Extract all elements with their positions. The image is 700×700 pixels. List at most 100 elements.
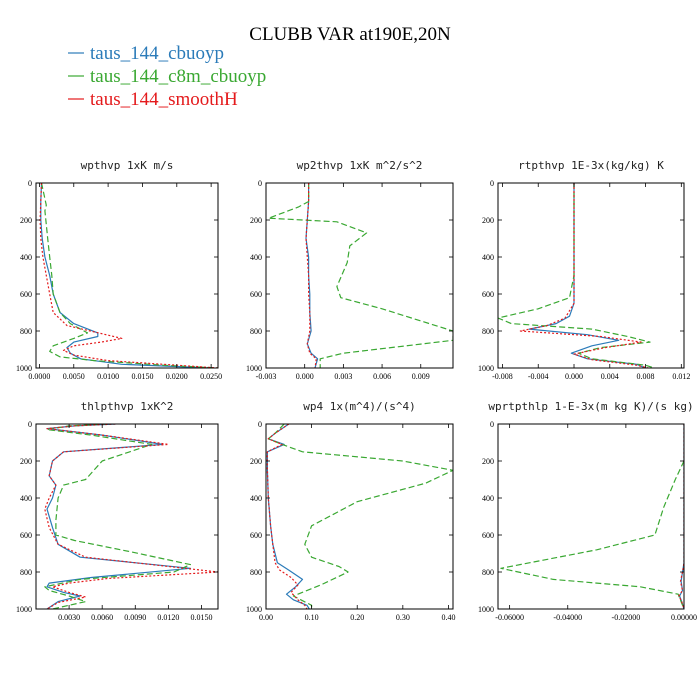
y-tick-label: 400: [250, 253, 262, 262]
y-tick-label: 400: [482, 494, 494, 503]
x-tick-label: 0.000: [296, 372, 314, 381]
x-tick-label: 0.004: [601, 372, 619, 381]
panel-title: wprtpthlp 1-E-3x(m kg K)/(s kg): [488, 400, 693, 413]
y-tick-label: 600: [20, 531, 32, 540]
panel-title: wp4 1x(m^4)/(s^4): [303, 400, 416, 413]
x-tick-label: 0.0200: [166, 372, 188, 381]
x-tick-label: 0.012: [672, 372, 690, 381]
panel-6: wprtpthlp 1-E-3x(m kg K)/(s kg) -0.06000 -…: [478, 400, 697, 622]
x-tick-label: 0.009: [412, 372, 430, 381]
series-line-2: [40, 183, 218, 368]
x-tick-label: -0.06000: [495, 613, 524, 622]
series-line-1: [46, 424, 191, 609]
y-tick-label: 0: [28, 179, 32, 188]
x-tick-label: -0.004: [528, 372, 549, 381]
y-tick-label: 0: [258, 179, 262, 188]
series-group: [498, 183, 655, 368]
legend-item-1: taus_144_cbuoyp: [68, 43, 224, 64]
series-line-3: [305, 183, 317, 368]
x-tick-label: 0.0150: [190, 613, 212, 622]
series-line-3: [519, 183, 649, 368]
panel-title: wp2thvp 1xK m^2/s^2: [297, 159, 423, 172]
series-line-3: [678, 424, 684, 609]
y-tick-label: 600: [20, 290, 32, 299]
y-tick-label: 0: [28, 420, 32, 429]
series-line-2: [498, 183, 655, 368]
x-tick-label: 0.0100: [97, 372, 119, 381]
x-tick-label: -0.008: [492, 372, 513, 381]
y-tick-label: 1000: [16, 605, 32, 614]
y-tick-label: 0: [490, 179, 494, 188]
x-tick-label: -0.003: [256, 372, 277, 381]
series-line-2: [500, 460, 684, 609]
series-line-2: [44, 424, 191, 609]
panel-5: wp4 1x(m^4)/(s^4) 0.00 0.10 0.20 0.30 0.40 0 20…: [246, 400, 455, 622]
x-tick-label: 0.0090: [124, 613, 146, 622]
y-tick-label: 600: [482, 531, 494, 540]
y-tick-label: 800: [482, 568, 494, 577]
y-tick-label: 1000: [478, 605, 494, 614]
y-tick-label: 200: [482, 457, 494, 466]
y-tick-label: 600: [250, 531, 262, 540]
panel-3: rtpthvp 1E-3x(kg/kg) K -0.008 -0.004 0.000 0…: [478, 159, 690, 381]
y-tick-label: 1000: [478, 364, 494, 373]
plot-frame: [35, 182, 219, 369]
panel-4: thlpthvp 1xK^2 0.0030 0.0060 0.0090 0.0120 0.…: [16, 400, 219, 622]
y-tick-label: 400: [20, 494, 32, 503]
legend-item-3: taus_144_smoothH: [68, 89, 238, 110]
x-tick-label: 0.40: [441, 613, 455, 622]
plot-frame: [35, 423, 219, 610]
panel-title: wpthvp 1xK m/s: [81, 159, 174, 172]
series-line-2: [267, 424, 453, 609]
y-tick-label: 600: [482, 290, 494, 299]
x-tick-label: 0.006: [373, 372, 391, 381]
legend-item-2: taus_144_c8m_cbuoyp: [68, 66, 266, 87]
x-tick-label: 0.00: [259, 613, 273, 622]
series-group: [266, 424, 453, 609]
x-tick-label: -0.04000: [553, 613, 582, 622]
x-tick-label: 0.000: [565, 372, 583, 381]
x-tick-label: 0.003: [334, 372, 352, 381]
legend-label-1: taus_144_cbuoyp: [90, 43, 224, 64]
figure-title: CLUBB VAR at190E,20N: [249, 24, 451, 45]
series-group: [39, 183, 218, 368]
x-tick-label: 0.10: [305, 613, 319, 622]
series-line-2: [268, 183, 453, 368]
y-tick-label: 200: [250, 457, 262, 466]
x-tick-label: 0.00000: [671, 613, 697, 622]
y-tick-label: 200: [250, 216, 262, 225]
x-tick-label: 0.0060: [91, 613, 113, 622]
x-tick-label: 0.0000: [28, 372, 50, 381]
series-line-3: [39, 183, 218, 368]
y-tick-label: 0: [490, 420, 494, 429]
plot-frame: [265, 423, 454, 610]
plot-frame: [265, 182, 454, 369]
legend-label-2: taus_144_c8m_cbuoyp: [90, 66, 266, 87]
x-tick-label: -0.02000: [612, 613, 641, 622]
y-tick-label: 800: [20, 568, 32, 577]
y-tick-label: 1000: [246, 605, 262, 614]
x-tick-label: 0.0030: [58, 613, 80, 622]
legend-label-3: taus_144_smoothH: [90, 89, 238, 110]
series-group: [44, 424, 218, 609]
y-tick-label: 400: [482, 253, 494, 262]
y-tick-label: 200: [20, 216, 32, 225]
x-tick-label: 0.0120: [157, 613, 179, 622]
legend: taus_144_cbuoyp taus_144_c8m_cbuoyp taus…: [68, 43, 266, 110]
series-line-3: [44, 424, 218, 609]
plot-frame: [497, 182, 685, 369]
y-tick-label: 800: [250, 568, 262, 577]
y-tick-label: 600: [250, 290, 262, 299]
y-tick-label: 0: [258, 420, 262, 429]
y-tick-label: 200: [20, 457, 32, 466]
y-tick-label: 200: [482, 216, 494, 225]
y-tick-label: 1000: [246, 364, 262, 373]
series-line-3: [266, 424, 308, 609]
y-tick-label: 800: [250, 327, 262, 336]
y-tick-label: 800: [482, 327, 494, 336]
panel-2: wp2thvp 1xK m^2/s^2 -0.003 0.000 0.003 0.006…: [246, 159, 454, 381]
y-tick-label: 1000: [16, 364, 32, 373]
plot-frame: [497, 423, 685, 610]
x-tick-label: 0.0050: [63, 372, 85, 381]
